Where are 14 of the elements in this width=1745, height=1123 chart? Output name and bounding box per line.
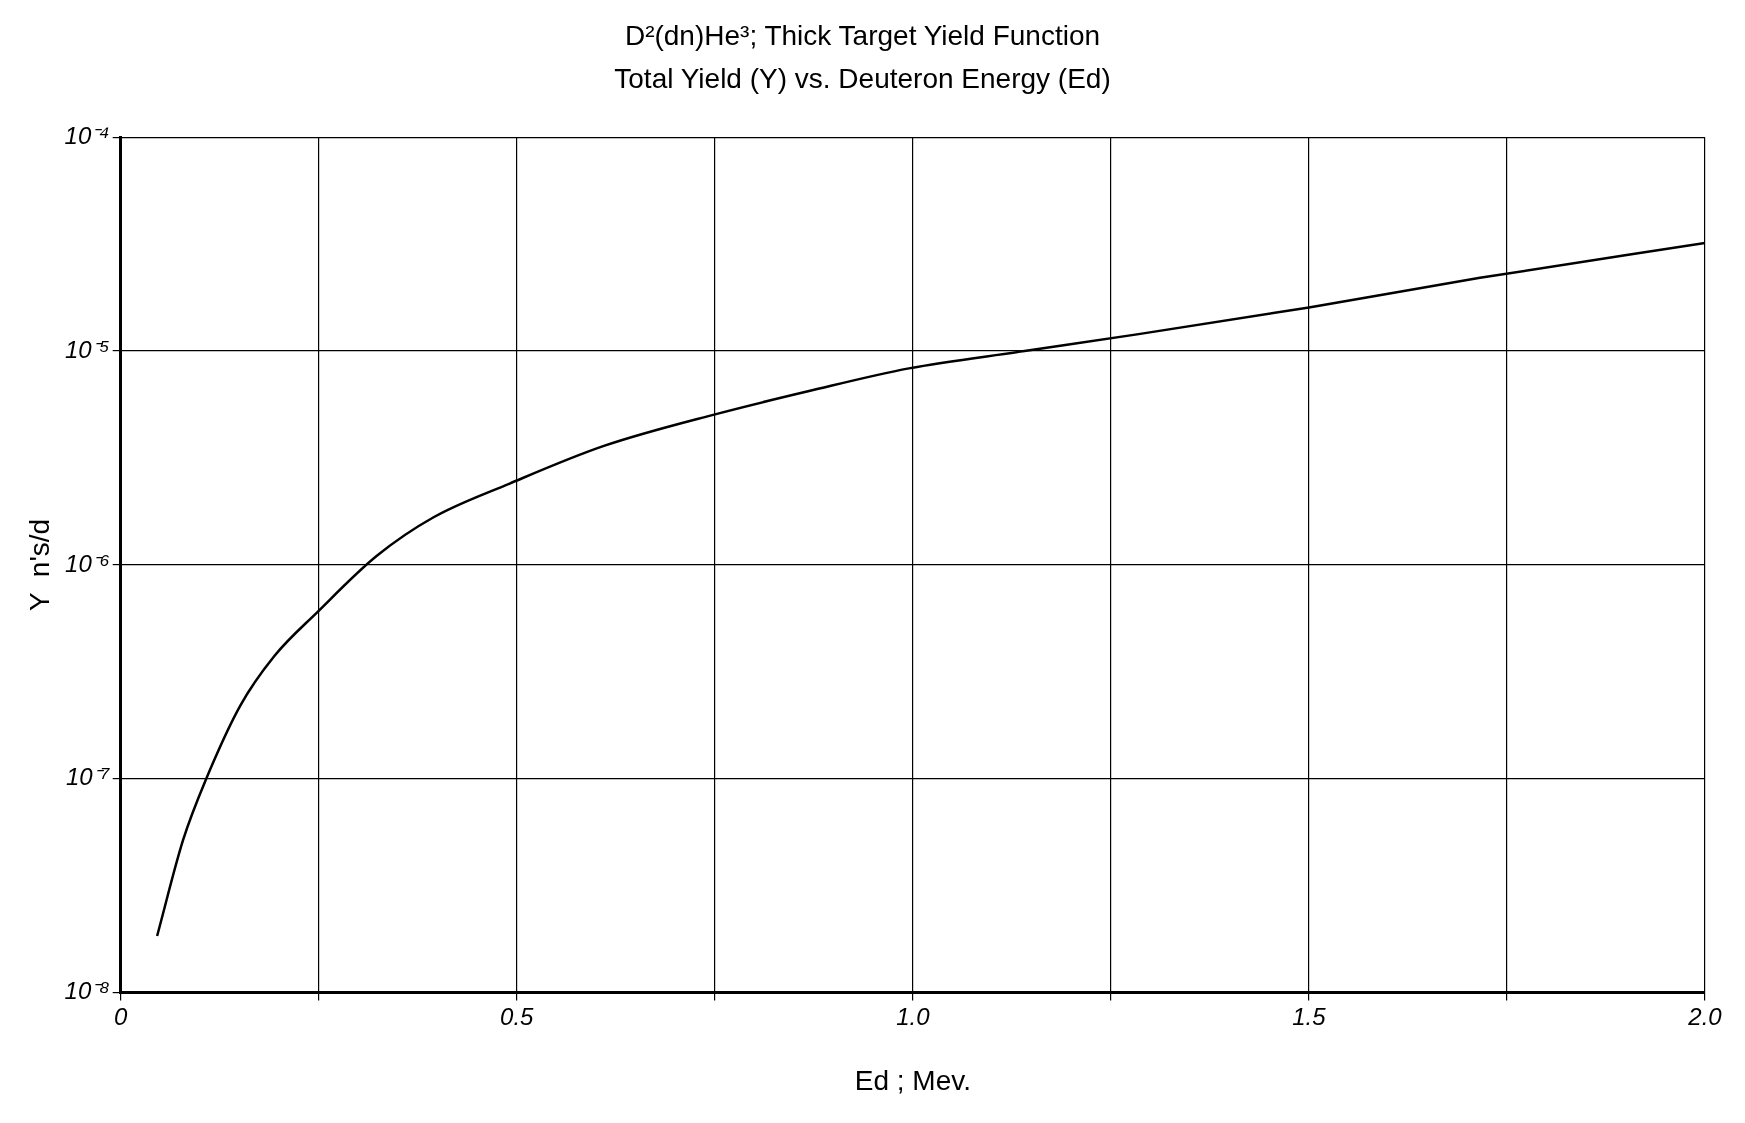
y-tick-label: 10⁻⁴ bbox=[64, 121, 110, 149]
y-tick-label: 10⁻⁷ bbox=[65, 763, 111, 791]
y-tick-label: 10⁻⁶ bbox=[65, 549, 110, 577]
x-tick-label: 1.0 bbox=[896, 1002, 931, 1030]
x-axis-title: Ed ; Mev. bbox=[854, 1064, 971, 1096]
x-tick-label: 1.5 bbox=[1292, 1002, 1327, 1030]
chart-subtitle: Total Yield (Y) vs. Deuteron Energy (Ed) bbox=[614, 63, 1111, 95]
y-axis-title: Y n's/d bbox=[23, 518, 55, 611]
x-tick-label: 0.5 bbox=[500, 1002, 535, 1030]
x-tick-label: 2.0 bbox=[1687, 1002, 1723, 1030]
y-tick-label: 10⁻⁸ bbox=[64, 977, 110, 1005]
x-tick-label: 0 bbox=[114, 1002, 129, 1030]
chart-title: D²(dn)He³; Thick Target Yield Function bbox=[624, 19, 1101, 51]
y-tick-label: 10⁻⁵ bbox=[64, 335, 110, 363]
